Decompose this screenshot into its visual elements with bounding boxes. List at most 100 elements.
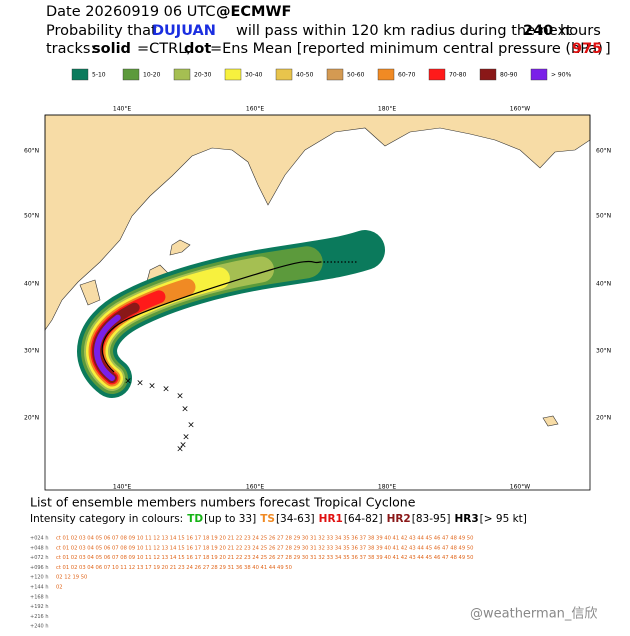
row-label: +096 h — [30, 565, 49, 571]
legend-swatch — [71, 68, 89, 81]
land — [542, 415, 559, 427]
intensity-text: [83-95] — [412, 513, 451, 525]
lon-label: 160°E — [246, 106, 264, 113]
legend-swatch — [428, 68, 446, 81]
lat-label: 20°N — [596, 415, 611, 422]
lon-label: 180°E — [378, 484, 396, 491]
intensity-text: [up to 33] — [204, 513, 256, 525]
legend-label: 70-80 — [449, 72, 467, 79]
legend-label: 20-30 — [194, 72, 212, 79]
svg-text:×: × — [181, 405, 189, 415]
legend-swatch — [377, 68, 395, 81]
legend-swatch — [173, 68, 191, 81]
row-members: ct 01 02 03 04 05 06 07 08 09 10 11 12 1… — [56, 545, 473, 551]
row-members: ct 01 02 03 04 05 06 07 08 09 10 11 12 1… — [56, 536, 473, 542]
row-members: 02 12 19 50 — [56, 575, 87, 581]
row-label: +120 h — [30, 575, 49, 581]
legend-swatch — [275, 68, 293, 81]
svg-text:×: × — [176, 392, 184, 402]
text: solid — [92, 41, 131, 57]
lat-label: 30°N — [24, 348, 39, 355]
intensity-text: HR2 — [387, 513, 411, 525]
control-track — [101, 260, 321, 373]
svg-text:×: × — [179, 441, 187, 451]
lon-label: 160°W — [510, 106, 530, 113]
row-label: +168 h — [30, 594, 49, 600]
map: × × × ××××××× — [44, 114, 591, 491]
intensity-text: [34-63] — [276, 513, 315, 525]
legend-swatch — [530, 68, 548, 81]
svg-text:×: × — [182, 433, 190, 443]
lat-label: 40°N — [596, 281, 611, 288]
lat-label: 30°N — [596, 348, 611, 355]
intensity-text: HR1 — [319, 513, 343, 525]
header: Date 20260919 06 UTC @ECMWF Probability … — [46, 4, 611, 57]
lat-label: 50°N — [596, 213, 611, 220]
text: hours — [560, 23, 601, 39]
intensity-key: Intensity category in colours: TD [up to 3… — [30, 513, 527, 525]
lon-label: 180°E — [378, 106, 396, 113]
pressure: 975 — [572, 41, 602, 57]
storm-name: DUJUAN — [152, 23, 216, 39]
text: =CTRL; — [137, 41, 191, 57]
text: tracks: — [46, 41, 95, 57]
legend-label: 30-40 — [245, 72, 263, 79]
watermark: @weatherman_信欣 — [470, 607, 597, 622]
legend-label: 60-70 — [398, 72, 416, 79]
svg-text:×: × — [162, 385, 170, 395]
lon-label: 160°E — [246, 484, 264, 491]
map-labels: 140°E 140°E 160°E 160°E 180°E 180°E 160°W 160°W… — [24, 106, 611, 491]
text: =Ens Mean [reported minimum central pres… — [210, 41, 603, 57]
legend-swatch — [326, 68, 344, 81]
source: @ECMWF — [216, 4, 291, 20]
svg-text:×: × — [148, 382, 156, 392]
date: Date 20260919 06 UTC — [46, 4, 215, 20]
lat-label: 60°N — [24, 148, 39, 155]
row-label: +072 h — [30, 555, 49, 561]
probability-swath — [94, 247, 368, 381]
legend-label: 50-60 — [347, 72, 365, 79]
intensity-text: [> 95 kt] — [480, 513, 527, 525]
member-positions: × × × ××××××× — [124, 377, 195, 455]
text: Probability that — [46, 23, 157, 39]
map-frame — [44, 114, 591, 491]
intensity-text: Intensity category in colours: — [30, 513, 183, 525]
legend-label: 80-90 — [500, 72, 518, 79]
lat-label: 60°N — [596, 148, 611, 155]
row-members: ct 01 02 03 04 05 06 07 08 09 10 11 12 1… — [56, 555, 473, 561]
row-label: +024 h — [30, 536, 49, 542]
member-rows: +024 h ct 01 02 03 04 05 06 07 08 09 10 1… — [30, 536, 473, 630]
land — [169, 239, 191, 256]
lat-label: 50°N — [24, 213, 39, 220]
intensity-text: TS — [260, 513, 275, 525]
lon-label: 160°W — [510, 484, 530, 491]
lat-label: 40°N — [24, 281, 39, 288]
legend-swatch — [122, 68, 140, 81]
text: ] — [605, 41, 611, 57]
intensity-text: [64-82] — [344, 513, 383, 525]
lat-label: 20°N — [24, 415, 39, 422]
lon-label: 140°E — [113, 484, 131, 491]
legend-label: > 90% — [551, 72, 572, 79]
intensity-text: HR3 — [454, 513, 478, 525]
legend-label: 10-20 — [143, 72, 161, 79]
row-label: +144 h — [30, 585, 49, 591]
intensity-text: TD — [187, 513, 203, 525]
members-title: List of ensemble members numbers forecas… — [30, 495, 416, 510]
svg-text:×: × — [124, 377, 132, 387]
text: dot — [184, 41, 211, 57]
lon-label: 140°E — [113, 106, 131, 113]
row-label: +216 h — [30, 614, 49, 620]
legend-label: 40-50 — [296, 72, 314, 79]
land — [79, 279, 101, 306]
hours: 240 — [523, 23, 553, 39]
row-label: +192 h — [30, 604, 49, 610]
row-label: +048 h — [30, 545, 49, 551]
svg-text:×: × — [136, 379, 144, 389]
row-label: +240 h — [30, 624, 49, 630]
svg-text:×: × — [187, 421, 195, 431]
legend: 5-10 10-20 20-30 30-40 40-50 50-60 60-70 70-80 8… — [71, 68, 572, 81]
text: will pass within 120 km radius during th… — [236, 23, 572, 39]
land — [44, 114, 591, 331]
